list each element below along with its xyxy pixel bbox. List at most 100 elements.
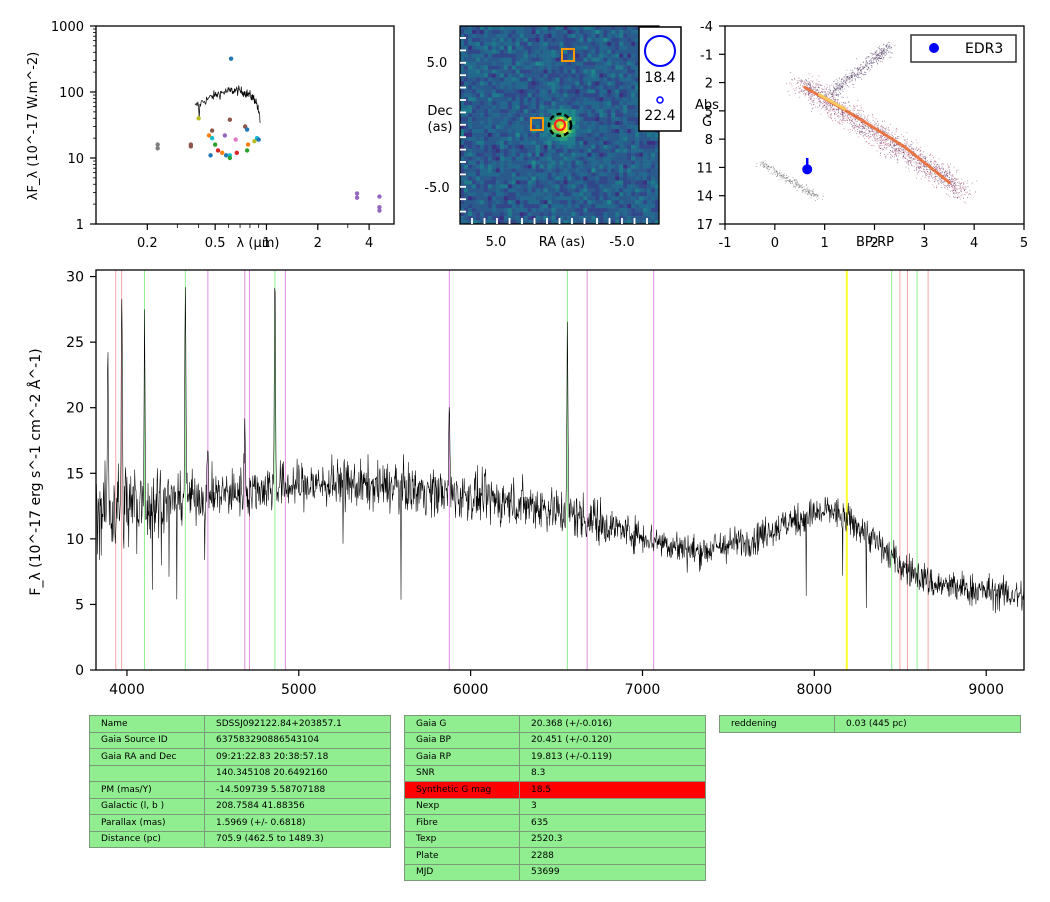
cmd-density-point — [853, 116, 855, 118]
image-pixel — [503, 136, 509, 142]
cmd-giant-branch-point — [864, 67, 866, 68]
image-pixel — [599, 85, 604, 90]
cmd-density-point — [860, 131, 861, 133]
cmd-density-point — [938, 166, 940, 168]
cmd-giant-branch-point — [875, 56, 877, 58]
image-pixel — [519, 144, 524, 150]
image-pixel — [615, 204, 620, 209]
cmd-giant-branch-point — [824, 94, 826, 95]
image-pixel — [559, 176, 564, 181]
image-pixel — [539, 152, 544, 157]
cmd-giant-branch-point — [854, 76, 856, 77]
image-pixel — [515, 49, 520, 55]
image-pixel — [571, 61, 576, 66]
cmd-density-point — [953, 182, 955, 184]
image-pixel — [651, 188, 656, 193]
image-pixel — [623, 57, 628, 62]
image-pixel — [575, 128, 580, 134]
cmd-density-point — [815, 86, 817, 88]
image-pixel — [635, 128, 640, 134]
image-pixel — [575, 180, 580, 185]
image-pixel — [531, 29, 536, 35]
image-pixel — [627, 216, 632, 221]
image-pixel — [543, 212, 548, 217]
image-pixel — [479, 188, 485, 193]
image-pixel — [579, 81, 584, 86]
cmd-density-point — [903, 155, 904, 157]
image-pixel — [571, 105, 576, 110]
neighbour-square-marker — [530, 117, 544, 131]
image-pixel — [579, 172, 584, 177]
image-pixel — [639, 132, 644, 138]
image-pixel — [631, 144, 636, 150]
cmd-giant-branch-point — [836, 84, 838, 86]
image-pixel — [571, 29, 576, 35]
cmd-giant-branch-point — [857, 68, 859, 70]
cmd-density-point — [951, 184, 953, 186]
image-pixel — [499, 69, 505, 74]
image-pixel — [555, 128, 560, 134]
cmd-density-point — [934, 175, 936, 177]
sed-photometry-point — [245, 142, 251, 147]
cmd-density-point — [866, 118, 867, 120]
cmd-density-point — [883, 130, 885, 132]
image-pixel — [587, 204, 592, 209]
image-pixel — [591, 176, 596, 181]
cmd-density-point — [870, 122, 871, 124]
image-pixel — [619, 113, 624, 118]
cmd-density-point — [902, 157, 904, 159]
cmd-density-point — [939, 166, 940, 168]
image-pixel — [511, 208, 517, 213]
image-pixel — [491, 216, 497, 221]
image-pixel — [591, 105, 596, 110]
cmd-giant-branch-point — [861, 78, 862, 80]
cmd-density-point — [906, 132, 908, 133]
cmd-density-point — [869, 137, 871, 139]
cmd-density-point — [890, 142, 891, 144]
image-pixel — [587, 113, 592, 118]
cmd-density-point — [848, 102, 850, 103]
image-pixel — [575, 57, 580, 62]
image-pixel — [587, 93, 592, 98]
image-pixel — [563, 61, 568, 66]
cmd-density-point — [944, 181, 946, 183]
cmd-giant-branch-point — [850, 75, 852, 77]
cmd-density-point — [930, 161, 931, 163]
image-pixel — [579, 77, 584, 82]
image-pixel — [515, 93, 520, 98]
image-pixel — [595, 85, 600, 90]
cmd-density-point — [904, 140, 905, 141]
image-pixel — [503, 125, 509, 130]
cmd-density-point — [953, 197, 955, 199]
cmd-density-point — [821, 92, 823, 93]
image-pixel — [579, 168, 584, 173]
image-pixel — [535, 69, 540, 74]
image-pixel — [507, 144, 513, 150]
image-pixel — [615, 117, 620, 122]
image-pixel — [531, 57, 536, 62]
image-pixel — [495, 152, 501, 157]
image-pixel — [547, 176, 552, 181]
cmd-density-point — [957, 196, 958, 198]
cmd-density-point — [807, 86, 809, 88]
image-pixel — [475, 128, 481, 134]
image-pixel — [555, 216, 560, 221]
image-pixel — [467, 188, 473, 193]
cmd-giant-branch-point — [824, 91, 826, 93]
cmd-density-point — [943, 181, 944, 183]
image-pixel — [571, 77, 576, 82]
cmd-density-point — [949, 196, 951, 197]
image-pixel — [579, 65, 584, 70]
image-pixel — [551, 164, 556, 169]
cmd-density-point — [861, 109, 863, 111]
cmd-density-point — [813, 87, 815, 89]
cmd-density-point — [880, 147, 882, 149]
cmd-density-point — [953, 196, 954, 198]
cmd-density-point — [926, 168, 927, 170]
image-cutout-pixels — [460, 26, 660, 225]
image-pixel — [559, 188, 564, 193]
image-pixel — [611, 101, 616, 106]
cmd-giant-branch-point — [853, 86, 855, 88]
image-pixel — [611, 148, 616, 154]
image-pixel — [611, 85, 616, 90]
